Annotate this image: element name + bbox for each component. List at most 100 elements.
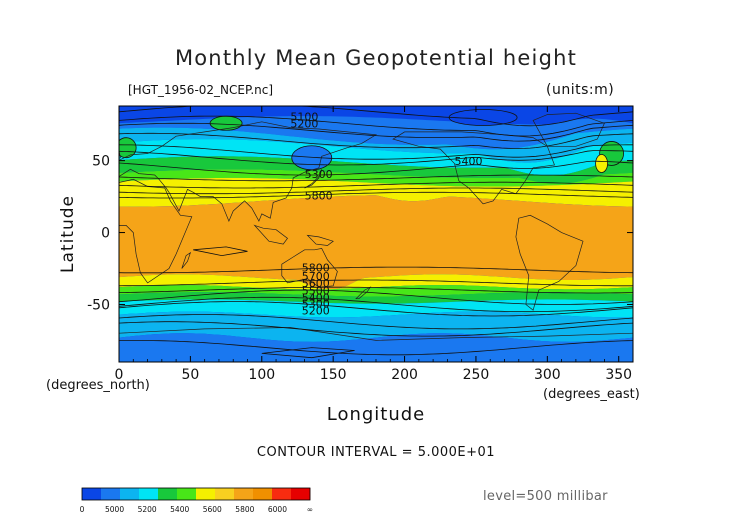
contour-label: 5400 (455, 155, 483, 168)
contour-band (119, 285, 633, 297)
x-tick-label: 300 (534, 367, 561, 383)
contour-labels: 5100520053005400580058005700560055005400… (290, 110, 483, 318)
contour-label: 5600 (302, 277, 330, 290)
high-pressure-west (119, 137, 137, 159)
coastline (515, 214, 584, 311)
y-tick-label: 0 (101, 226, 110, 242)
pressure-level-label: level=500 millibar (483, 489, 608, 504)
colorbar-swatch (158, 488, 178, 500)
x-tick-label: 0 (115, 367, 124, 383)
contour-band (119, 299, 633, 318)
coastline (304, 169, 323, 189)
colorbar-swatch (177, 488, 197, 500)
contour-line (119, 181, 633, 189)
contour-band (119, 156, 633, 184)
x-tick-label: 200 (391, 367, 418, 383)
contour-line (119, 286, 633, 294)
contour-line (119, 115, 633, 137)
contour-line (119, 279, 633, 287)
contour-interval-label: CONTOUR INTERVAL = 5.000E+01 (256, 445, 496, 460)
file-label: [HGT_1956-02_NCEP.nc] (128, 83, 274, 97)
contour-label: 5200 (302, 305, 330, 318)
contour-line (119, 144, 633, 160)
colorbar-frame (81, 487, 311, 501)
contour-line (119, 174, 633, 182)
y-tick-label: 50 (92, 154, 110, 170)
coastline (306, 234, 334, 246)
colorbar-swatch (215, 488, 235, 500)
contour-line (119, 132, 633, 149)
colorbar-label: 5600 (203, 505, 222, 514)
y-axis-label: Latitude (58, 195, 78, 273)
units-label: (units:m) (546, 82, 615, 98)
colorbar-swatch (139, 488, 159, 500)
contour-line (119, 160, 633, 176)
contour-label: 5500 (302, 284, 330, 297)
contour-line (119, 106, 633, 127)
x-axis-ticks: 0 50 100 150 200 250 300 350 (115, 106, 632, 383)
contour-label: 5100 (290, 110, 318, 123)
contour-band (119, 195, 633, 290)
contour-band (119, 177, 633, 207)
colorbar-label: 5200 (138, 505, 157, 514)
contour-line (119, 296, 633, 313)
ridge-east (595, 154, 608, 173)
colorbar-swatch (101, 488, 121, 500)
colorbar-swatch (120, 488, 140, 500)
x-axis-label: Longitude (326, 404, 426, 425)
contour-label: 5400 (302, 292, 330, 305)
colorbar-swatch (196, 488, 216, 500)
contour-line (119, 187, 633, 195)
x-tick-label: 250 (463, 367, 490, 383)
contour-label: 5300 (302, 297, 330, 310)
contour-label: 5700 (302, 270, 330, 283)
x-tick-label: 50 (181, 367, 199, 383)
coastline (253, 224, 288, 245)
colorbar-swatch (253, 488, 273, 500)
contour-line (119, 340, 633, 356)
contour-band (119, 127, 633, 163)
contour-band (119, 292, 633, 304)
contour-band (119, 139, 633, 176)
y-unit-note: (degrees_north) (46, 378, 150, 393)
contour-line (119, 314, 633, 330)
coastline (119, 121, 378, 223)
coastline (119, 178, 193, 284)
contour-line (119, 301, 633, 317)
coastline (119, 327, 633, 341)
coastline (181, 251, 192, 269)
contour-line (119, 321, 633, 337)
contour-lines (119, 106, 633, 359)
colorbar-label: 5000 (105, 505, 124, 514)
contour-band (119, 311, 633, 342)
coastline (281, 248, 338, 288)
colorbar-swatch (272, 488, 292, 500)
contour-line (119, 289, 633, 305)
y-tick-label: -50 (87, 297, 110, 313)
contour-band (119, 333, 633, 362)
colorbar: 0 5000 5200 5400 5600 5800 6000 ∞ (80, 487, 313, 514)
colorbar-label: 6000 (268, 505, 287, 514)
contour-line (119, 122, 633, 142)
x-tick-label: 350 (605, 367, 632, 383)
filled-contour-field (119, 106, 633, 362)
x-tick-label: 100 (248, 367, 275, 383)
contour-label: 5300 (305, 168, 333, 181)
contour-band (119, 274, 633, 290)
contour-label: 5800 (302, 261, 330, 274)
contour-line (261, 347, 355, 359)
y-axis-ticks: 50 0 -50 (87, 154, 633, 313)
colorbar-label: ∞ (307, 505, 313, 514)
colorbar-label: 5800 (235, 505, 254, 514)
colorbar-label: 5400 (170, 505, 189, 514)
colorbar-swatch (291, 488, 311, 500)
coastline (355, 286, 372, 300)
contour-line (119, 191, 633, 199)
high-pressure-ridge (209, 115, 243, 131)
contour-line (119, 150, 633, 166)
contour-label: 5200 (290, 118, 318, 131)
colorbar-swatch (234, 488, 254, 500)
x-tick-label: 150 (320, 367, 347, 383)
x-unit-note: (degrees_east) (543, 387, 640, 402)
